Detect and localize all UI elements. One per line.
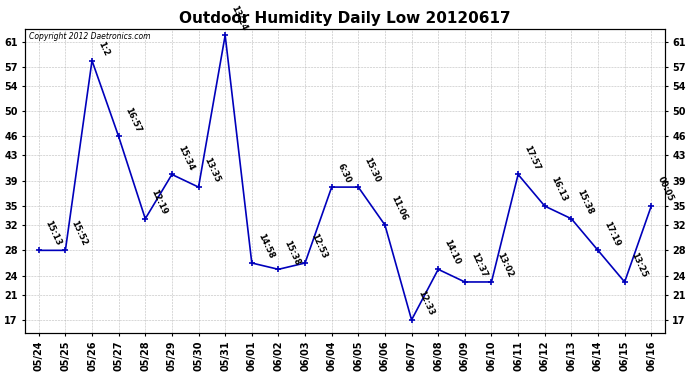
Text: 1:2: 1:2 xyxy=(96,40,110,58)
Text: 17:19: 17:19 xyxy=(602,220,622,248)
Text: 15:13: 15:13 xyxy=(43,219,62,248)
Text: 14:58: 14:58 xyxy=(256,232,275,260)
Text: Copyright 2012 Daetronics.com: Copyright 2012 Daetronics.com xyxy=(28,32,150,41)
Text: 17:57: 17:57 xyxy=(522,144,542,172)
Text: 16:57: 16:57 xyxy=(123,106,142,134)
Text: 15:34: 15:34 xyxy=(176,144,195,172)
Text: 12:33: 12:33 xyxy=(416,289,435,317)
Text: 15:52: 15:52 xyxy=(70,219,89,248)
Text: 16:13: 16:13 xyxy=(549,175,569,203)
Text: 15:30: 15:30 xyxy=(362,156,382,184)
Text: 00:05: 00:05 xyxy=(656,176,675,203)
Text: 13:35: 13:35 xyxy=(203,156,222,184)
Text: 13:25: 13:25 xyxy=(629,251,648,279)
Title: Outdoor Humidity Daily Low 20120617: Outdoor Humidity Daily Low 20120617 xyxy=(179,11,511,26)
Text: 12:37: 12:37 xyxy=(469,251,489,279)
Text: 13:24: 13:24 xyxy=(229,4,249,33)
Text: 15:38: 15:38 xyxy=(575,188,595,216)
Text: 11:06: 11:06 xyxy=(389,194,408,222)
Text: 12:19: 12:19 xyxy=(150,188,169,216)
Text: 15:38: 15:38 xyxy=(283,238,302,267)
Text: 6:30: 6:30 xyxy=(336,162,353,184)
Text: 13:02: 13:02 xyxy=(495,251,515,279)
Text: 14:10: 14:10 xyxy=(442,238,462,267)
Text: 12:53: 12:53 xyxy=(309,232,328,260)
